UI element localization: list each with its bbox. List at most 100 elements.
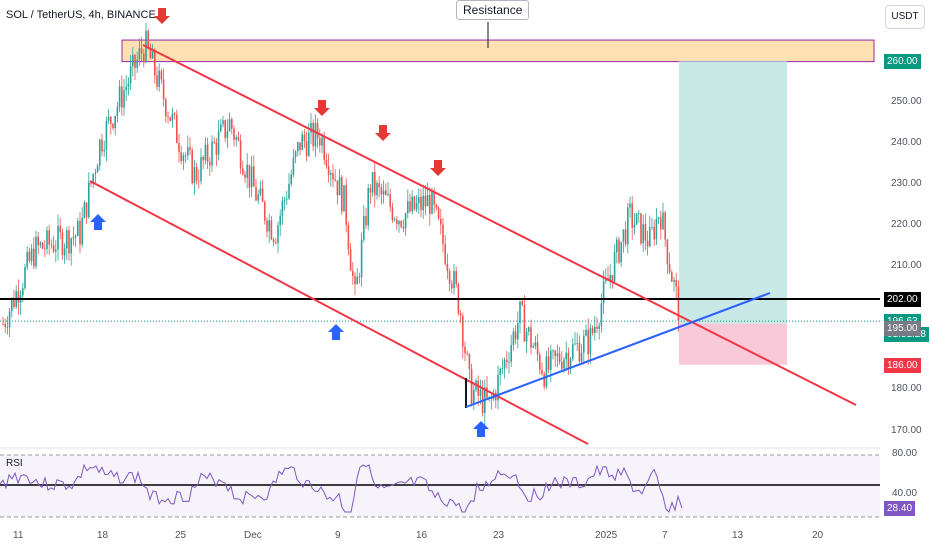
candle-body [657,217,660,219]
candle-body [204,144,207,161]
candle-body [402,226,405,229]
candle-body [534,342,537,347]
candle-body [198,180,200,182]
candle-body [396,219,398,225]
candle-body [158,70,160,87]
candle-body [46,230,48,249]
candle-body [618,239,620,263]
candle-body [105,120,108,150]
candle-body [72,237,75,239]
candle-body [677,286,680,321]
candle-body [378,183,380,188]
resistance-label[interactable]: Resistance [456,0,530,20]
candle-body [415,203,418,210]
rsi-tick: 80.00 [892,448,918,459]
candle-body [279,215,281,226]
price-tick: 170.00 [891,424,922,436]
candle-body [30,248,33,262]
candle-body [506,359,508,363]
candle-body [354,276,356,285]
candle-body [374,171,376,196]
candle-body [644,224,647,241]
candle-body [356,276,358,285]
candle-body [257,194,259,201]
candle-body [222,120,224,125]
time-tick: Dec [244,530,262,541]
candle-body [217,131,220,155]
currency-button[interactable]: USDT [885,5,925,29]
candle-body [191,150,193,184]
candle-body [99,139,101,166]
candle-body [231,119,233,129]
candle-body [193,167,196,184]
candle-body [422,195,424,211]
candle-body [363,216,365,240]
candle-body [343,185,345,212]
candle-body [297,142,299,152]
arrow-down-icon [430,160,446,176]
candle-body [44,248,46,250]
candle-body [37,236,39,246]
price-tag: 260.00 [884,53,921,69]
candle-body [250,166,253,188]
candle-body [512,331,515,346]
candle-body [448,270,451,284]
candle-body [468,354,471,369]
candle-body [321,137,323,146]
candle-body [246,164,248,178]
candle-body [437,207,440,219]
candle-body [455,271,457,284]
candle-body [451,283,453,289]
candle-body [393,219,396,221]
candle-body [275,242,277,244]
candle-body [517,323,519,340]
candle-body [334,179,336,181]
candle-body [347,224,350,250]
candle-body [288,183,290,199]
candle-body [224,120,226,139]
candle-body [325,159,328,166]
candle-body [22,288,24,296]
candle-body [68,230,70,254]
candle-body [477,380,479,396]
candle-body [655,218,658,240]
price-tag: 195.00 [884,320,921,336]
candle-body [545,356,548,387]
candle-body [459,313,462,316]
price-tag: 186.00 [884,357,921,373]
candle-body [48,230,50,245]
time-tick: 23 [493,530,505,541]
candle-body [299,142,301,150]
candle-body [646,240,649,247]
candle-body [547,356,550,370]
time-tick: 11 [13,530,24,541]
candle-body [290,174,292,184]
candle-body [596,326,598,329]
candle-body [640,213,642,244]
lines-layer [0,44,880,445]
candle-body [360,239,363,278]
arrow-up-icon [473,421,489,437]
candle-body [187,147,189,156]
candle-body [429,194,431,214]
candle-body [81,218,83,245]
candle-body [424,195,427,207]
candles-layer [2,22,680,425]
candle-body [50,244,53,246]
candle-body [413,196,416,210]
candle-body [314,123,317,147]
time-tick: 7 [662,530,668,541]
candle-body [266,220,268,232]
candle-body [332,173,334,180]
candle-body [233,128,235,140]
candle-body [261,188,264,202]
candle-body [349,249,352,271]
channel-upper [142,44,857,406]
candle-body [651,226,653,228]
candle-body [510,345,512,362]
candle-body [569,358,572,369]
candle-body [503,359,506,369]
rsi-tick: 40.00 [892,488,918,499]
time-tick: 25 [175,530,187,541]
